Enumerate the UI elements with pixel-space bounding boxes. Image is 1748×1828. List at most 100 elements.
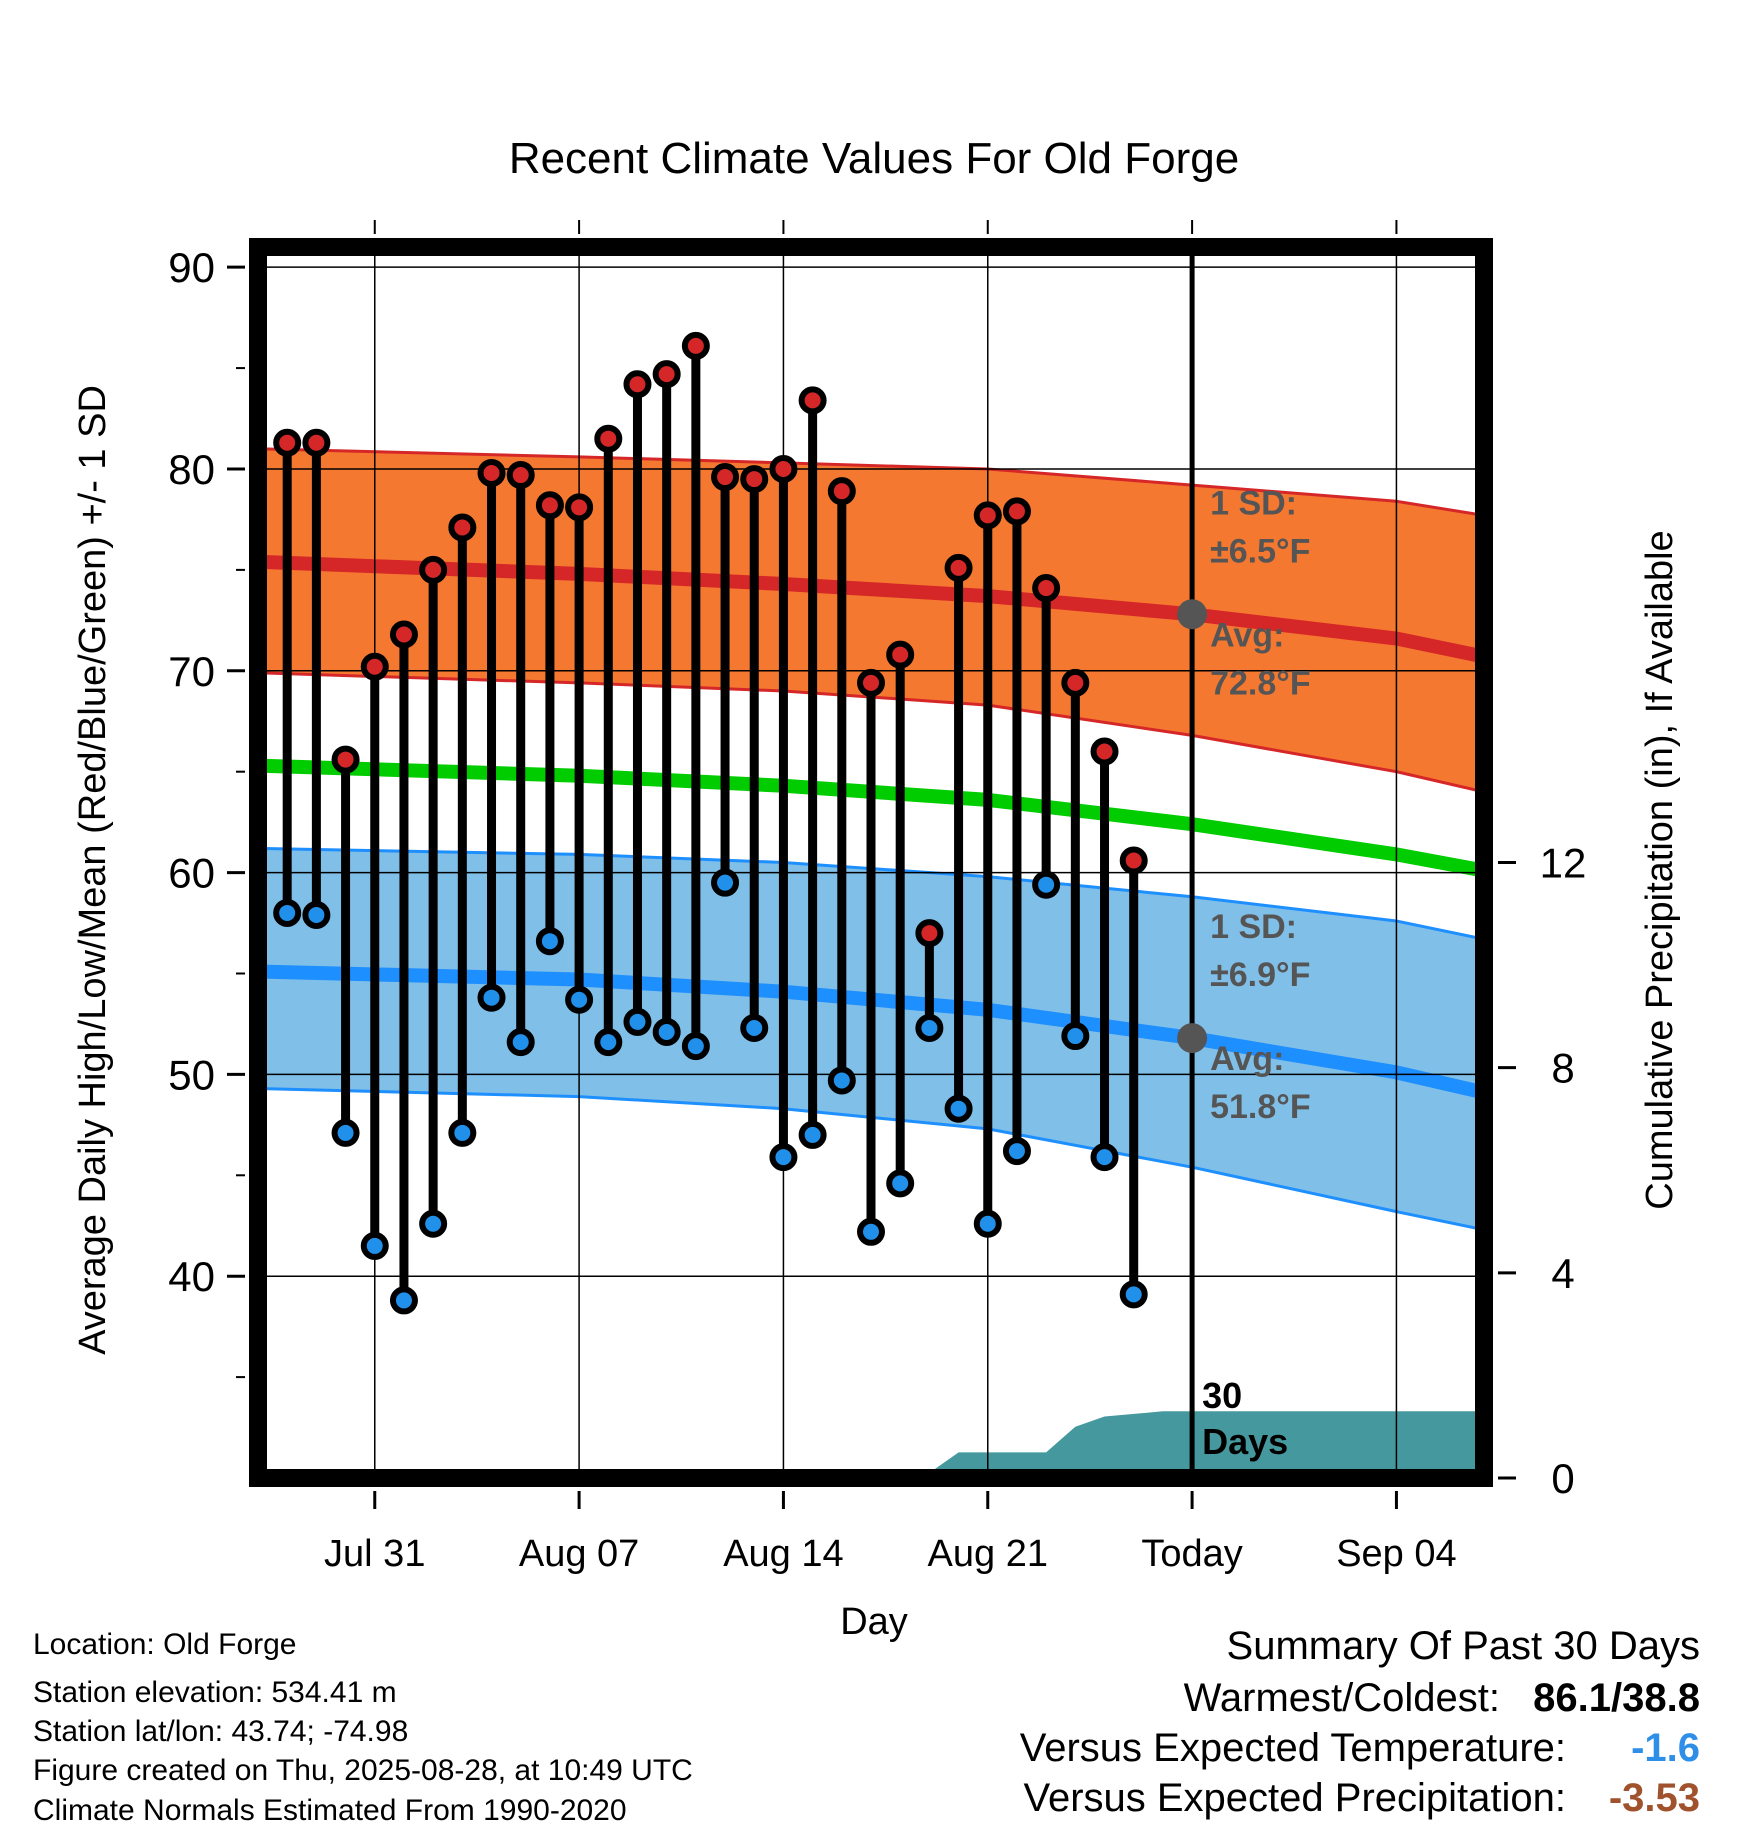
- high-marker: [565, 493, 594, 522]
- high-avg-label: Avg:: [1210, 616, 1284, 654]
- temp-vs-expected-label: Versus Expected Temperature:: [1019, 1726, 1566, 1770]
- high-marker: [1002, 497, 1031, 526]
- x-tick-label: Jul 31: [324, 1533, 425, 1575]
- low-avg-value: 51.8°F: [1210, 1088, 1311, 1126]
- high-marker: [448, 513, 477, 542]
- y2-tick-label: 4: [1551, 1250, 1574, 1297]
- today-low-avg-marker: [1177, 1023, 1208, 1054]
- y2-tick-label: 8: [1551, 1045, 1574, 1092]
- low-marker: [711, 868, 740, 897]
- high-marker: [535, 491, 564, 520]
- x-tick-label: Aug 21: [928, 1533, 1048, 1575]
- high-marker: [506, 461, 535, 490]
- high-marker: [1061, 668, 1090, 697]
- low-marker: [331, 1118, 360, 1147]
- high-marker: [302, 428, 331, 457]
- high-marker: [944, 553, 973, 582]
- high-marker: [389, 620, 418, 649]
- y2-tick-label: 0: [1551, 1455, 1574, 1502]
- high-marker: [681, 331, 710, 360]
- low-marker: [1119, 1280, 1148, 1309]
- latlon-text: Station lat/lon: 43.74; -74.98: [33, 1715, 409, 1748]
- axes: 40 50 60 70 80 90 0 4 8 12 Jul 31 Aug 07 Aug 14 Aug 2…: [168, 220, 1586, 1575]
- low-marker: [594, 1028, 623, 1057]
- low-marker: [1061, 1022, 1090, 1051]
- high-sd-value: ±6.5°F: [1210, 532, 1310, 570]
- low-marker: [419, 1209, 448, 1238]
- precip-vs-expected-label: Versus Expected Precipitation:: [1023, 1776, 1566, 1820]
- x-tick-label: Today: [1141, 1533, 1242, 1575]
- low-marker: [944, 1094, 973, 1123]
- high-marker: [798, 386, 827, 415]
- y-tick-label: 60: [168, 850, 215, 897]
- high-marker: [1119, 846, 1148, 875]
- high-marker: [331, 745, 360, 774]
- high-marker: [1032, 574, 1061, 603]
- low-marker: [1032, 870, 1061, 899]
- today-high-avg-marker: [1177, 599, 1208, 630]
- low-marker: [623, 1007, 652, 1036]
- y2-tick-label: 12: [1540, 840, 1587, 887]
- high-marker: [740, 465, 769, 494]
- high-marker: [769, 454, 798, 483]
- x-tick-label: Aug 14: [723, 1533, 843, 1575]
- high-marker: [915, 919, 944, 948]
- y-tick-label: 40: [168, 1253, 215, 1300]
- low-marker: [857, 1217, 885, 1246]
- low-marker: [973, 1209, 1002, 1238]
- high-marker: [273, 428, 302, 457]
- low-marker: [1090, 1143, 1119, 1172]
- low-marker: [652, 1018, 681, 1047]
- y-tick-label: 70: [168, 648, 215, 695]
- location-text: Location: Old Forge: [33, 1628, 297, 1661]
- low-marker: [740, 1013, 769, 1042]
- low-marker: [915, 1013, 944, 1042]
- high-sd-band: [258, 448, 1484, 792]
- x-tick-label: Aug 07: [519, 1533, 639, 1575]
- high-marker: [652, 360, 681, 389]
- window-label-days: Days: [1202, 1421, 1288, 1462]
- low-marker: [681, 1032, 710, 1061]
- high-marker: [827, 477, 856, 506]
- y2-axis-label: Cumulative Precipitation (in), If Availa…: [1639, 530, 1681, 1209]
- warmest-coldest-label: Warmest/Coldest:: [1183, 1676, 1500, 1720]
- low-avg-label: Avg:: [1210, 1040, 1284, 1078]
- elevation-text: Station elevation: 534.41 m: [33, 1676, 397, 1709]
- created-text: Figure created on Thu, 2025-08-28, at 10…: [33, 1754, 693, 1787]
- low-marker: [477, 983, 506, 1012]
- low-marker: [769, 1143, 798, 1172]
- low-marker: [389, 1286, 418, 1315]
- precip-area: [929, 1411, 1484, 1478]
- low-sd-label: 1 SD:: [1210, 908, 1297, 946]
- y-tick-label: 80: [168, 446, 215, 493]
- low-marker: [506, 1028, 535, 1057]
- high-avg-value: 72.8°F: [1210, 664, 1311, 702]
- summary-title: Summary Of Past 30 Days: [1226, 1624, 1700, 1668]
- low-marker: [827, 1066, 856, 1095]
- low-marker: [886, 1169, 915, 1198]
- x-axis-label: Day: [840, 1601, 908, 1643]
- high-marker: [477, 459, 506, 488]
- high-marker: [973, 501, 1002, 530]
- low-sd-value: ±6.9°F: [1210, 956, 1310, 994]
- window-label-number: 30: [1202, 1375, 1242, 1416]
- plot-frame: [249, 238, 1493, 1487]
- low-marker: [535, 927, 564, 956]
- low-marker: [1002, 1137, 1031, 1166]
- low-marker: [302, 900, 331, 929]
- high-marker: [419, 555, 448, 584]
- high-sd-label: 1 SD:: [1210, 484, 1297, 522]
- low-marker: [448, 1118, 477, 1147]
- y-axis-label: Average Daily High/Low/Mean (Red/Blue/Gr…: [72, 385, 114, 1355]
- y-tick-label: 90: [168, 244, 215, 291]
- low-marker: [360, 1231, 389, 1260]
- low-marker: [798, 1120, 827, 1149]
- high-marker: [594, 424, 623, 453]
- high-marker: [1090, 737, 1119, 766]
- precip-vs-expected-value: -3.53: [1608, 1776, 1700, 1820]
- high-marker: [360, 652, 389, 681]
- x-tick-label: Sep 04: [1336, 1533, 1456, 1575]
- high-marker: [711, 463, 740, 492]
- low-marker: [565, 985, 594, 1014]
